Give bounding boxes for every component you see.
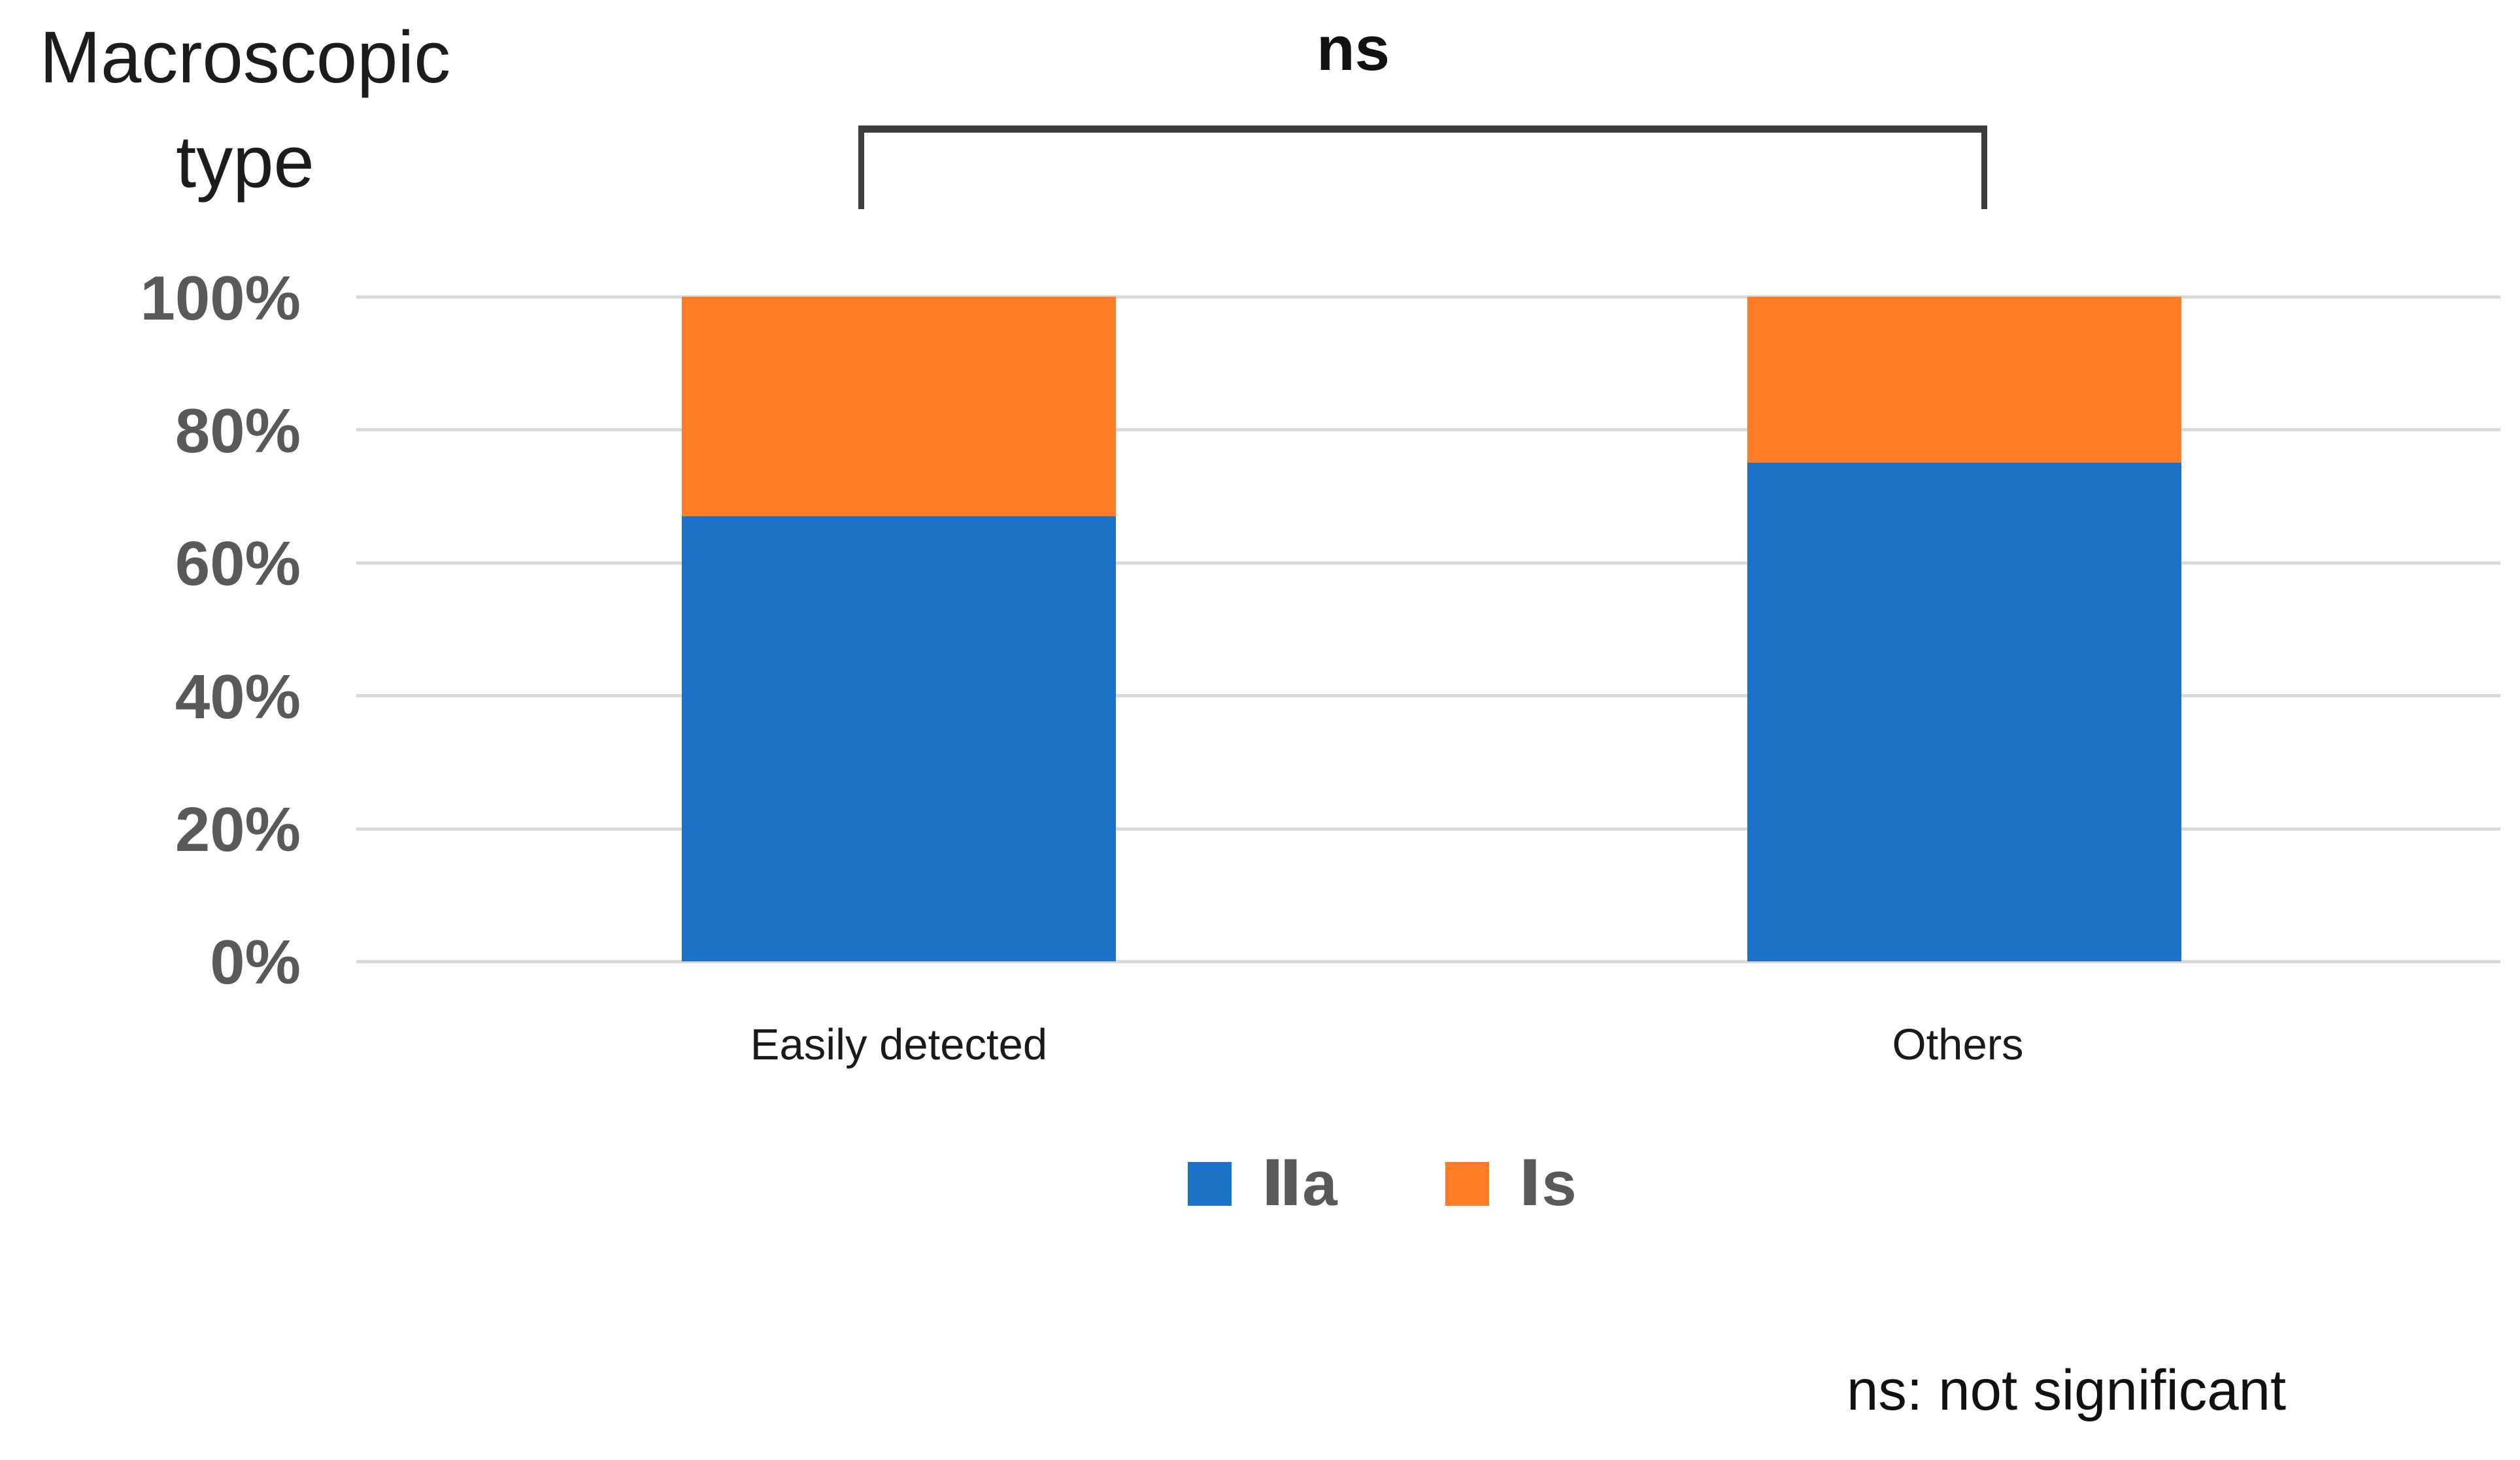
y-axis-tick-20: 20% — [175, 795, 301, 865]
gridline-80 — [356, 428, 2500, 432]
stacked-bar-easily-detected — [682, 297, 1116, 961]
legend-label-is: Ⅰs — [1518, 1149, 1577, 1219]
y-axis-tick-80: 80% — [175, 396, 301, 466]
significance-footnote: ns: not significant — [1847, 1359, 2287, 1422]
x-axis-category-easily-detected: Easily detected — [750, 1020, 1048, 1069]
bar-segment-iia — [682, 516, 1116, 961]
significance-label: ns — [1316, 14, 1390, 84]
bar-segment-is — [1747, 297, 2181, 463]
x-axis-category-others: Others — [1892, 1020, 2024, 1069]
gridline-0 — [356, 960, 2500, 963]
plot-area — [356, 295, 2500, 963]
y-axis-tick-60: 60% — [175, 529, 301, 599]
y-axis-title-line1: Macroscopic — [39, 16, 451, 98]
legend-label-iia: Ⅱa — [1261, 1149, 1337, 1219]
significance-bracket — [858, 125, 1987, 209]
bar-segment-is — [682, 297, 1116, 516]
legend-item-iia: Ⅱa — [1188, 1147, 1337, 1220]
y-axis-tick-100: 100% — [140, 263, 301, 333]
stacked-bar-others — [1747, 297, 2181, 961]
gridline-20 — [356, 827, 2500, 831]
legend-swatch-iia — [1188, 1161, 1232, 1206]
legend-item-is: Ⅰs — [1445, 1147, 1577, 1220]
y-axis-title: Macroscopic type — [7, 5, 484, 214]
gridline-60 — [356, 561, 2500, 565]
y-axis-tick-40: 40% — [175, 662, 301, 732]
legend-swatch-is — [1445, 1161, 1489, 1206]
y-axis-tick-0: 0% — [210, 927, 301, 997]
legend: Ⅱa Ⅰs — [1188, 1147, 1577, 1220]
bar-segment-iia — [1747, 463, 2181, 961]
y-axis-title-line2: type — [176, 121, 314, 203]
gridline-100 — [356, 295, 2500, 299]
gridline-40 — [356, 694, 2500, 698]
